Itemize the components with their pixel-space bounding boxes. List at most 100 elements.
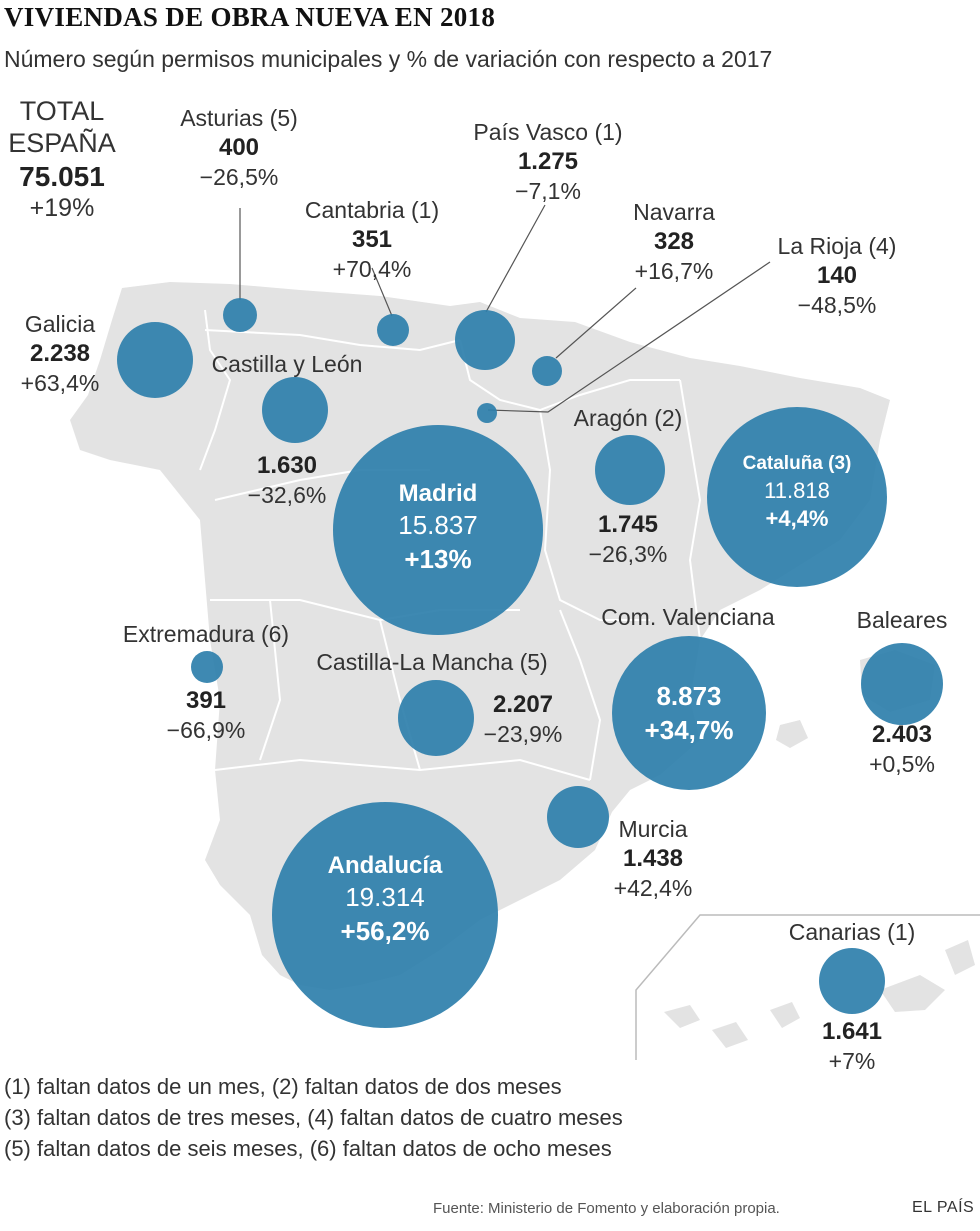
region-name: Cataluña (3) (742, 453, 852, 474)
region-value: 2.207 (492, 691, 554, 718)
region-change: +63,4% (20, 369, 100, 396)
source-note: Fuente: Ministerio de Fomento y elaborac… (433, 1200, 780, 1217)
region-value: 1.641 (821, 1018, 883, 1045)
region-name: Canarias (1) (788, 919, 916, 945)
map-subtitle: Número según permisos municipales y % de… (4, 46, 773, 72)
region-change: −32,6% (247, 482, 327, 508)
footnote-line: (5) faltan datos de seis meses, (6) falt… (4, 1135, 612, 1161)
region-value: 19.314 (345, 882, 425, 913)
region-change: −66,9% (166, 717, 246, 743)
bubble-valenciana (612, 636, 766, 790)
region-name: Castilla-La Mancha (5) (316, 649, 548, 675)
region-value: 11.818 (764, 477, 830, 503)
region-value: 8.873 (656, 681, 722, 711)
leader-pais-vasco (485, 204, 546, 313)
label-galicia: Galicia 2.238 +63,4% (21, 310, 100, 398)
region-value: 1.630 (256, 452, 318, 479)
region-change: −23,9% (483, 721, 563, 747)
label-canarias-values: 1.641 +7% (822, 1017, 882, 1076)
bubble-baleares (861, 643, 943, 725)
region-value: 15.837 (398, 510, 478, 541)
bubble-pais-vasco (455, 310, 515, 370)
region-value: 328 (653, 227, 695, 255)
total-label-line2: ESPAÑA (8, 128, 116, 159)
label-cantabria: Cantabria (1) 351 +70,4% (305, 196, 439, 284)
footnote-line: (3) faltan datos de tres meses, (4) falt… (4, 1104, 623, 1130)
region-value: 140 (816, 261, 858, 289)
label-extremadura-name: Extremadura (6) (123, 620, 289, 649)
region-change: +0,5% (869, 751, 935, 777)
label-aragon-name: Aragón (2) (574, 404, 683, 433)
canarias-land (664, 940, 975, 1048)
map-title: VIVIENDAS DE OBRA NUEVA EN 2018 (4, 2, 496, 32)
publisher-logo: EL PAÍS (912, 1199, 975, 1216)
label-valenciana-values: 8.873 +34,7% (645, 680, 734, 748)
region-change: +34,7% (644, 714, 734, 745)
bubble-andalucia (272, 802, 498, 1028)
bubble-madrid (333, 425, 543, 635)
total-change: +19% (29, 194, 95, 223)
bubble-galicia (117, 322, 193, 398)
region-value: 2.238 (29, 339, 91, 367)
leader-navarra (555, 287, 637, 359)
region-change: −26,3% (588, 541, 668, 567)
region-name: Extremadura (6) (122, 621, 290, 647)
region-value: 400 (218, 133, 260, 161)
total-label-line1: TOTAL (19, 96, 105, 126)
bubble-aragon (595, 435, 665, 505)
region-name: País Vasco (1) (473, 119, 623, 145)
region-change: +4,4% (765, 506, 829, 532)
region-change: +7% (828, 1048, 876, 1074)
region-change: +42,4% (613, 874, 693, 901)
bubble-cantabria (377, 314, 409, 346)
label-navarra: Navarra 328 +16,7% (633, 198, 715, 286)
total-spain: TOTAL ESPAÑA 75.051 +19% (8, 95, 116, 223)
label-baleares-values: 2.403 +0,5% (869, 720, 935, 779)
label-pais-vasco: País Vasco (1) 1.275 −7,1% (473, 118, 622, 206)
region-value: 1.745 (597, 511, 659, 538)
bubble-navarra (532, 356, 562, 386)
label-castilla-leon-name: Castilla y León (212, 350, 363, 379)
region-value: 2.403 (871, 721, 933, 748)
label-extremadura-values: 391 −66,9% (167, 686, 246, 745)
label-la-rioja: La Rioja (4) 140 −48,5% (778, 232, 897, 320)
bubbles (117, 298, 943, 1028)
footnote-line: (1) faltan datos de un mes, (2) faltan d… (4, 1074, 562, 1099)
region-name: Madrid (398, 480, 478, 507)
region-name: Asturias (5) (180, 105, 298, 131)
leader-lines (239, 204, 771, 413)
region-value: 1.275 (517, 147, 579, 175)
ibiza-land (776, 720, 808, 748)
region-change: +70,4% (332, 255, 412, 282)
bubble-cataluna (707, 407, 887, 587)
region-value: 391 (185, 687, 227, 714)
region-change: −7,1% (515, 177, 581, 204)
peninsula-land (70, 282, 890, 990)
bubble-asturias (223, 298, 257, 332)
region-name: Com. Valenciana (601, 604, 775, 630)
label-baleares-name: Baleares (857, 606, 948, 635)
label-murcia: Murcia 1.438 +42,4% (614, 815, 693, 903)
region-name: Galicia (24, 311, 96, 337)
region-name: Castilla y León (211, 351, 363, 377)
canarias-inset-border (635, 914, 980, 1060)
label-castilla-leon-values: 1.630 −32,6% (248, 451, 327, 510)
region-name: La Rioja (4) (777, 233, 897, 259)
region-change: −48,5% (797, 291, 877, 318)
leader-la-rioja (487, 261, 771, 413)
region-change: +56,2% (340, 915, 430, 946)
bubble-extremadura (191, 651, 223, 683)
label-andalucia: Andalucía 19.314 +56,2% (328, 850, 443, 949)
bubble-la-rioja (477, 403, 497, 423)
total-value: 75.051 (19, 160, 105, 192)
region-value: 1.438 (622, 844, 684, 872)
region-change: −26,5% (199, 163, 279, 190)
region-name: Murcia (618, 816, 688, 842)
label-aragon-values: 1.745 −26,3% (589, 510, 668, 569)
label-cataluna: Cataluña (3) 11.818 +4,4% (743, 452, 852, 534)
region-change: +13% (404, 543, 472, 574)
label-castilla-la-mancha-values: 2.207 −23,9% (484, 690, 563, 749)
region-name: Baleares (856, 607, 948, 633)
region-name: Aragón (2) (573, 405, 683, 431)
label-castilla-la-mancha-name: Castilla-La Mancha (5) (316, 648, 547, 677)
